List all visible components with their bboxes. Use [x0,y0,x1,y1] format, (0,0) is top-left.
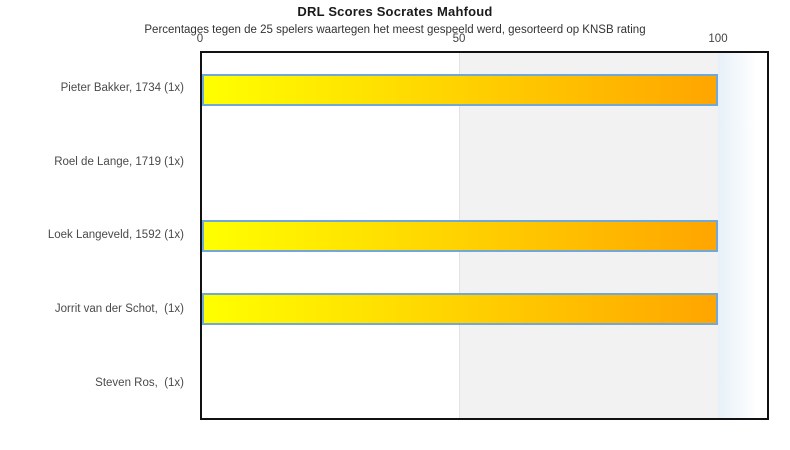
bar-row [202,126,767,199]
chart-subtitle: Percentages tegen de 25 spelers waartege… [144,24,646,36]
x-tick-50: 50 [452,33,466,45]
x-tick-0: 0 [196,33,204,45]
plot-area [200,51,769,420]
over-100-region [718,53,767,418]
bar [202,73,718,106]
category-label: Jorrit van der Schot, (1x) [54,303,184,316]
category-label: Roel de Lange, 1719 (1x) [54,155,184,168]
y-axis-labels: Pieter Bakker, 1734 (1x) Roel de Lange, … [0,51,192,420]
bar-row [202,199,767,272]
bar-row [202,272,767,345]
bar [202,219,718,252]
bar-row [202,53,767,126]
bar [202,292,718,325]
bar-row [202,345,767,418]
category-label: Pieter Bakker, 1734 (1x) [60,81,184,94]
chart-title: DRL Scores Socrates Mahfoud [297,4,493,19]
x-tick-100: 100 [708,33,728,45]
category-label: Steven Ros, (1x) [95,377,184,390]
category-label: Loek Langeveld, 1592 (1x) [47,229,184,242]
bar-rows [202,53,767,418]
